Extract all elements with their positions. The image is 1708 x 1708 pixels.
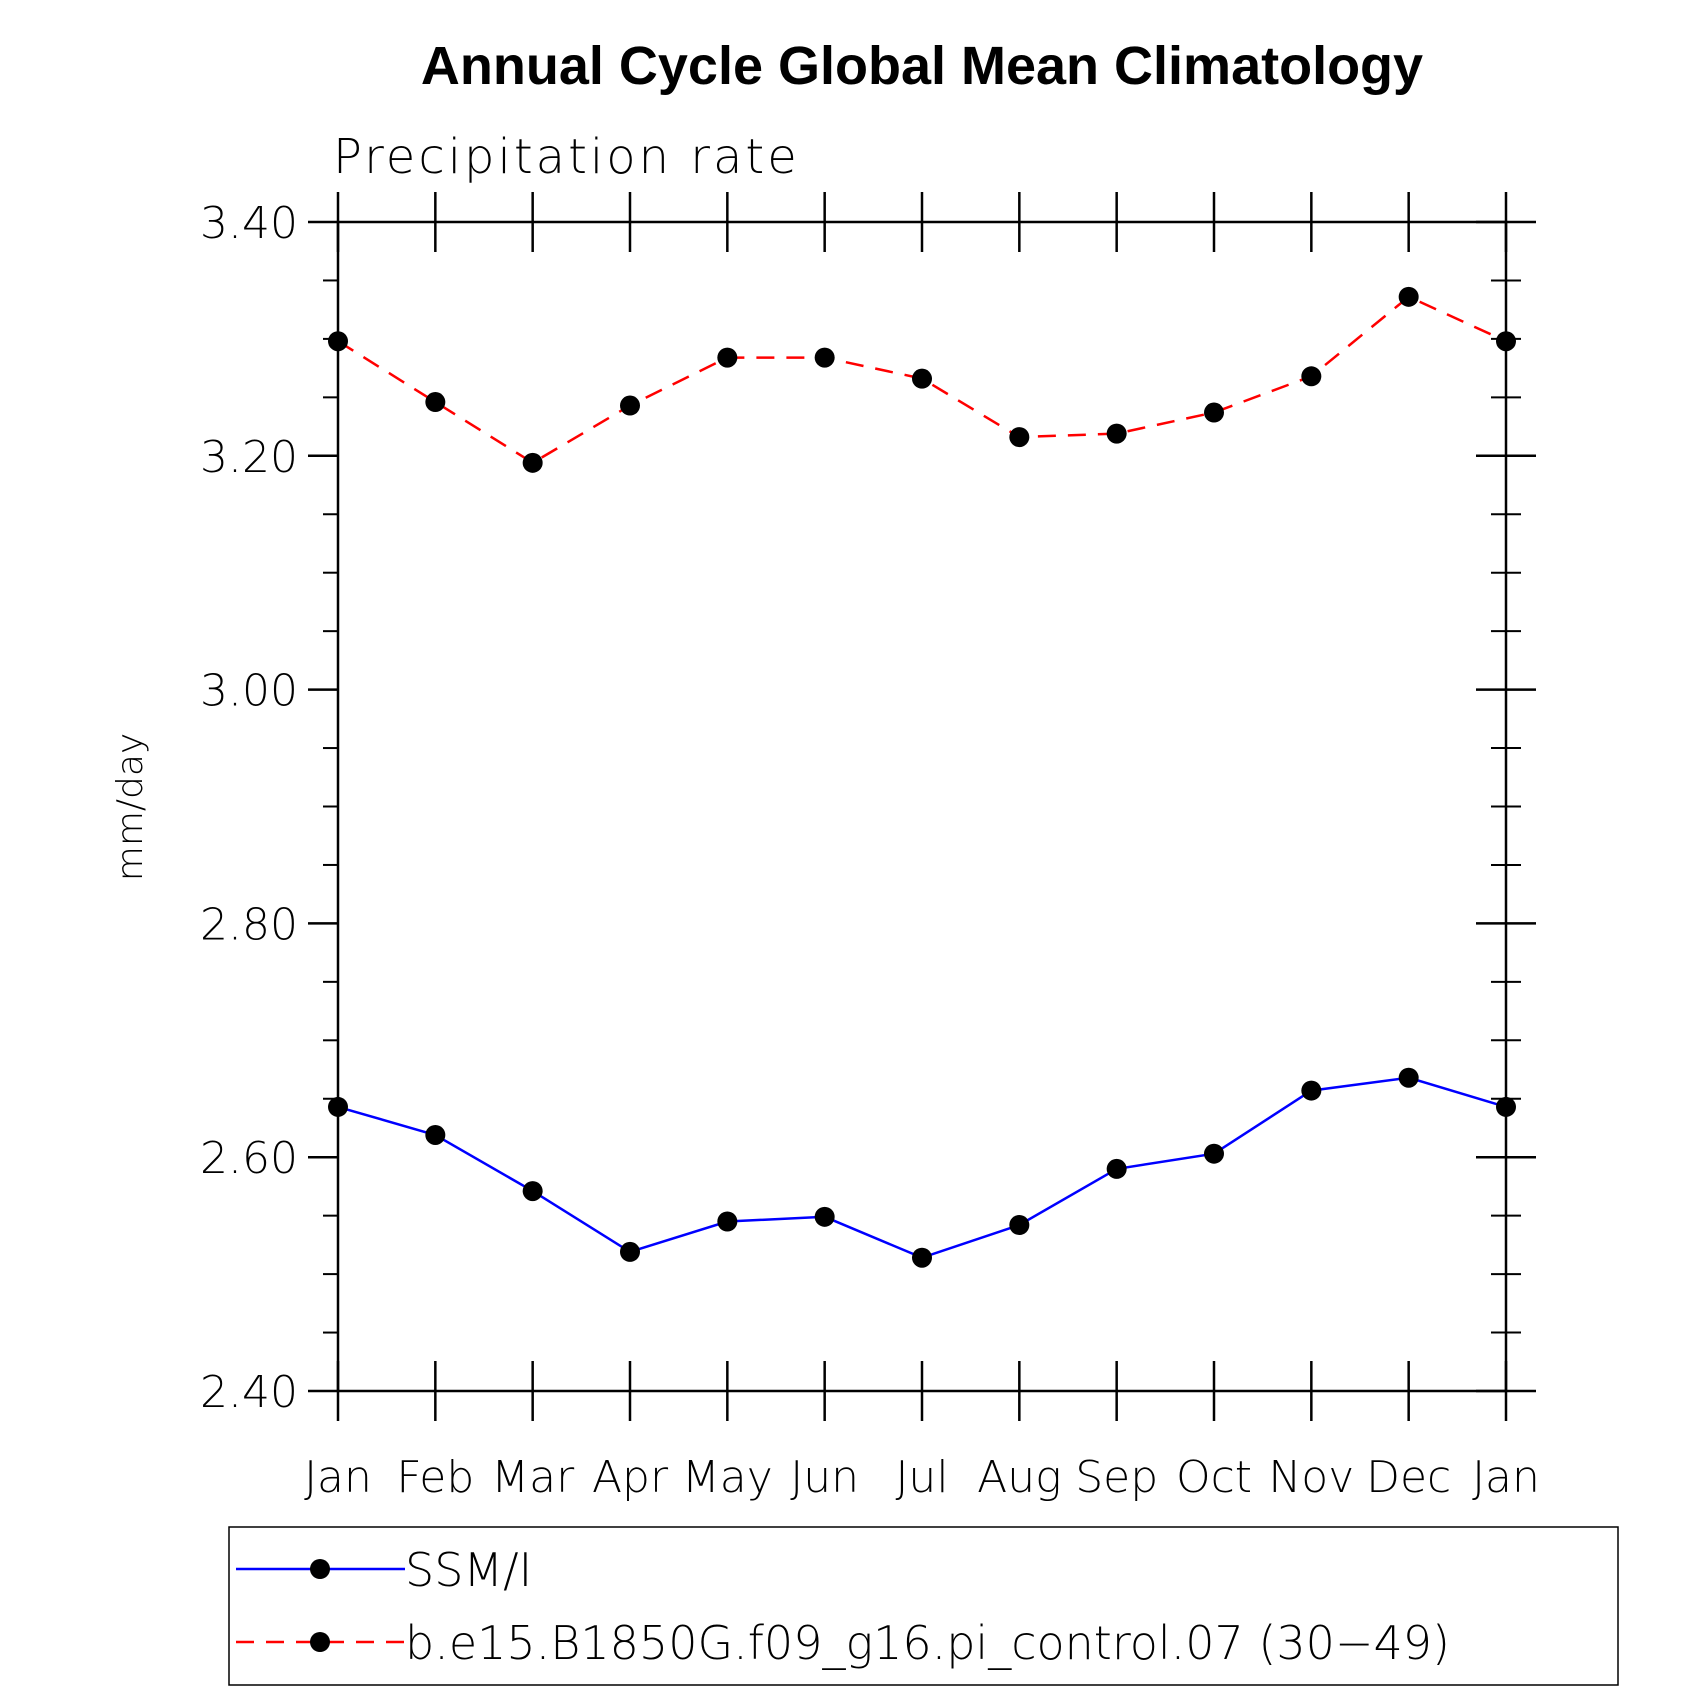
legend-marker-model [310,1632,330,1652]
y-tick-label: 3.20 [200,432,298,483]
y-tick-labels: 2.40 2.60 2.80 3.00 3.20 3.40 [200,198,298,1418]
data-point [1204,1143,1224,1164]
data-point [1301,1080,1322,1101]
x-tick-label: Nov [1268,1452,1354,1503]
x-tick-label: Aug [977,1452,1061,1503]
data-point [620,1241,640,1262]
series-lines [337,295,1507,1260]
data-point [328,331,348,352]
y-tick-label: 3.40 [200,198,298,249]
y-axis-label: mm/day [110,733,151,881]
legend-label-ssmi: SSM/I [405,1543,532,1597]
data-point [1496,1096,1516,1117]
chart-title: Annual Cycle Global Mean Climatology [421,36,1423,96]
data-point [425,1124,446,1145]
y-tick-label: 2.60 [200,1133,298,1184]
data-point [522,452,543,473]
data-point [1204,402,1224,423]
x-tick-label: Apr [592,1452,669,1503]
x-tick-label: Jan [304,1452,372,1503]
data-point [522,1181,543,1202]
axis-ticks [308,192,1536,1421]
data-point [1009,1215,1030,1236]
chart-subtitle: Precipitation rate [333,129,800,185]
legend-label-model: b.e15.B1850G.f09_g16.pi_control.07 (30−4… [405,1616,1450,1670]
legend-marker-ssmi [310,1559,330,1579]
x-tick-labels: Jan Feb Mar Apr May Jun Jul Aug Sep Oct Nov Dec Jan [304,1452,1540,1503]
data-point [1009,427,1030,448]
data-point [620,395,640,416]
data-point [717,347,738,368]
x-tick-label: Oct [1176,1452,1252,1503]
x-tick-label: Sep [1075,1452,1158,1503]
y-tick-label: 2.80 [200,899,298,950]
y-tick-label: 3.00 [200,666,298,717]
data-point [912,1247,932,1268]
data-point [1398,1067,1419,1088]
x-tick-label: Mar [491,1452,575,1503]
data-point [1496,331,1516,352]
plot-frame [336,220,1508,1393]
legend: SSM/I b.e15.B1850G.f09_g16.pi_control.07… [228,1526,1619,1686]
x-tick-label: Feb [396,1452,474,1503]
series-line-0 [337,1076,1507,1260]
data-point [912,368,932,389]
data-point [1106,423,1127,444]
data-point [328,1096,348,1117]
data-point [425,392,446,413]
x-tick-label: May [682,1452,773,1503]
legend-box [228,1526,1619,1686]
x-tick-label: Jan [1472,1452,1540,1503]
data-point [1301,366,1322,387]
data-point [1398,286,1419,307]
series-points [328,286,1516,1268]
x-tick-label: Dec [1366,1452,1451,1503]
data-point [717,1211,738,1232]
y-tick-label: 2.40 [200,1367,298,1418]
data-point [814,347,835,368]
data-point [814,1206,835,1227]
data-point [1106,1158,1127,1179]
x-tick-label: Jun [790,1452,859,1503]
x-tick-label: Jul [895,1452,948,1503]
